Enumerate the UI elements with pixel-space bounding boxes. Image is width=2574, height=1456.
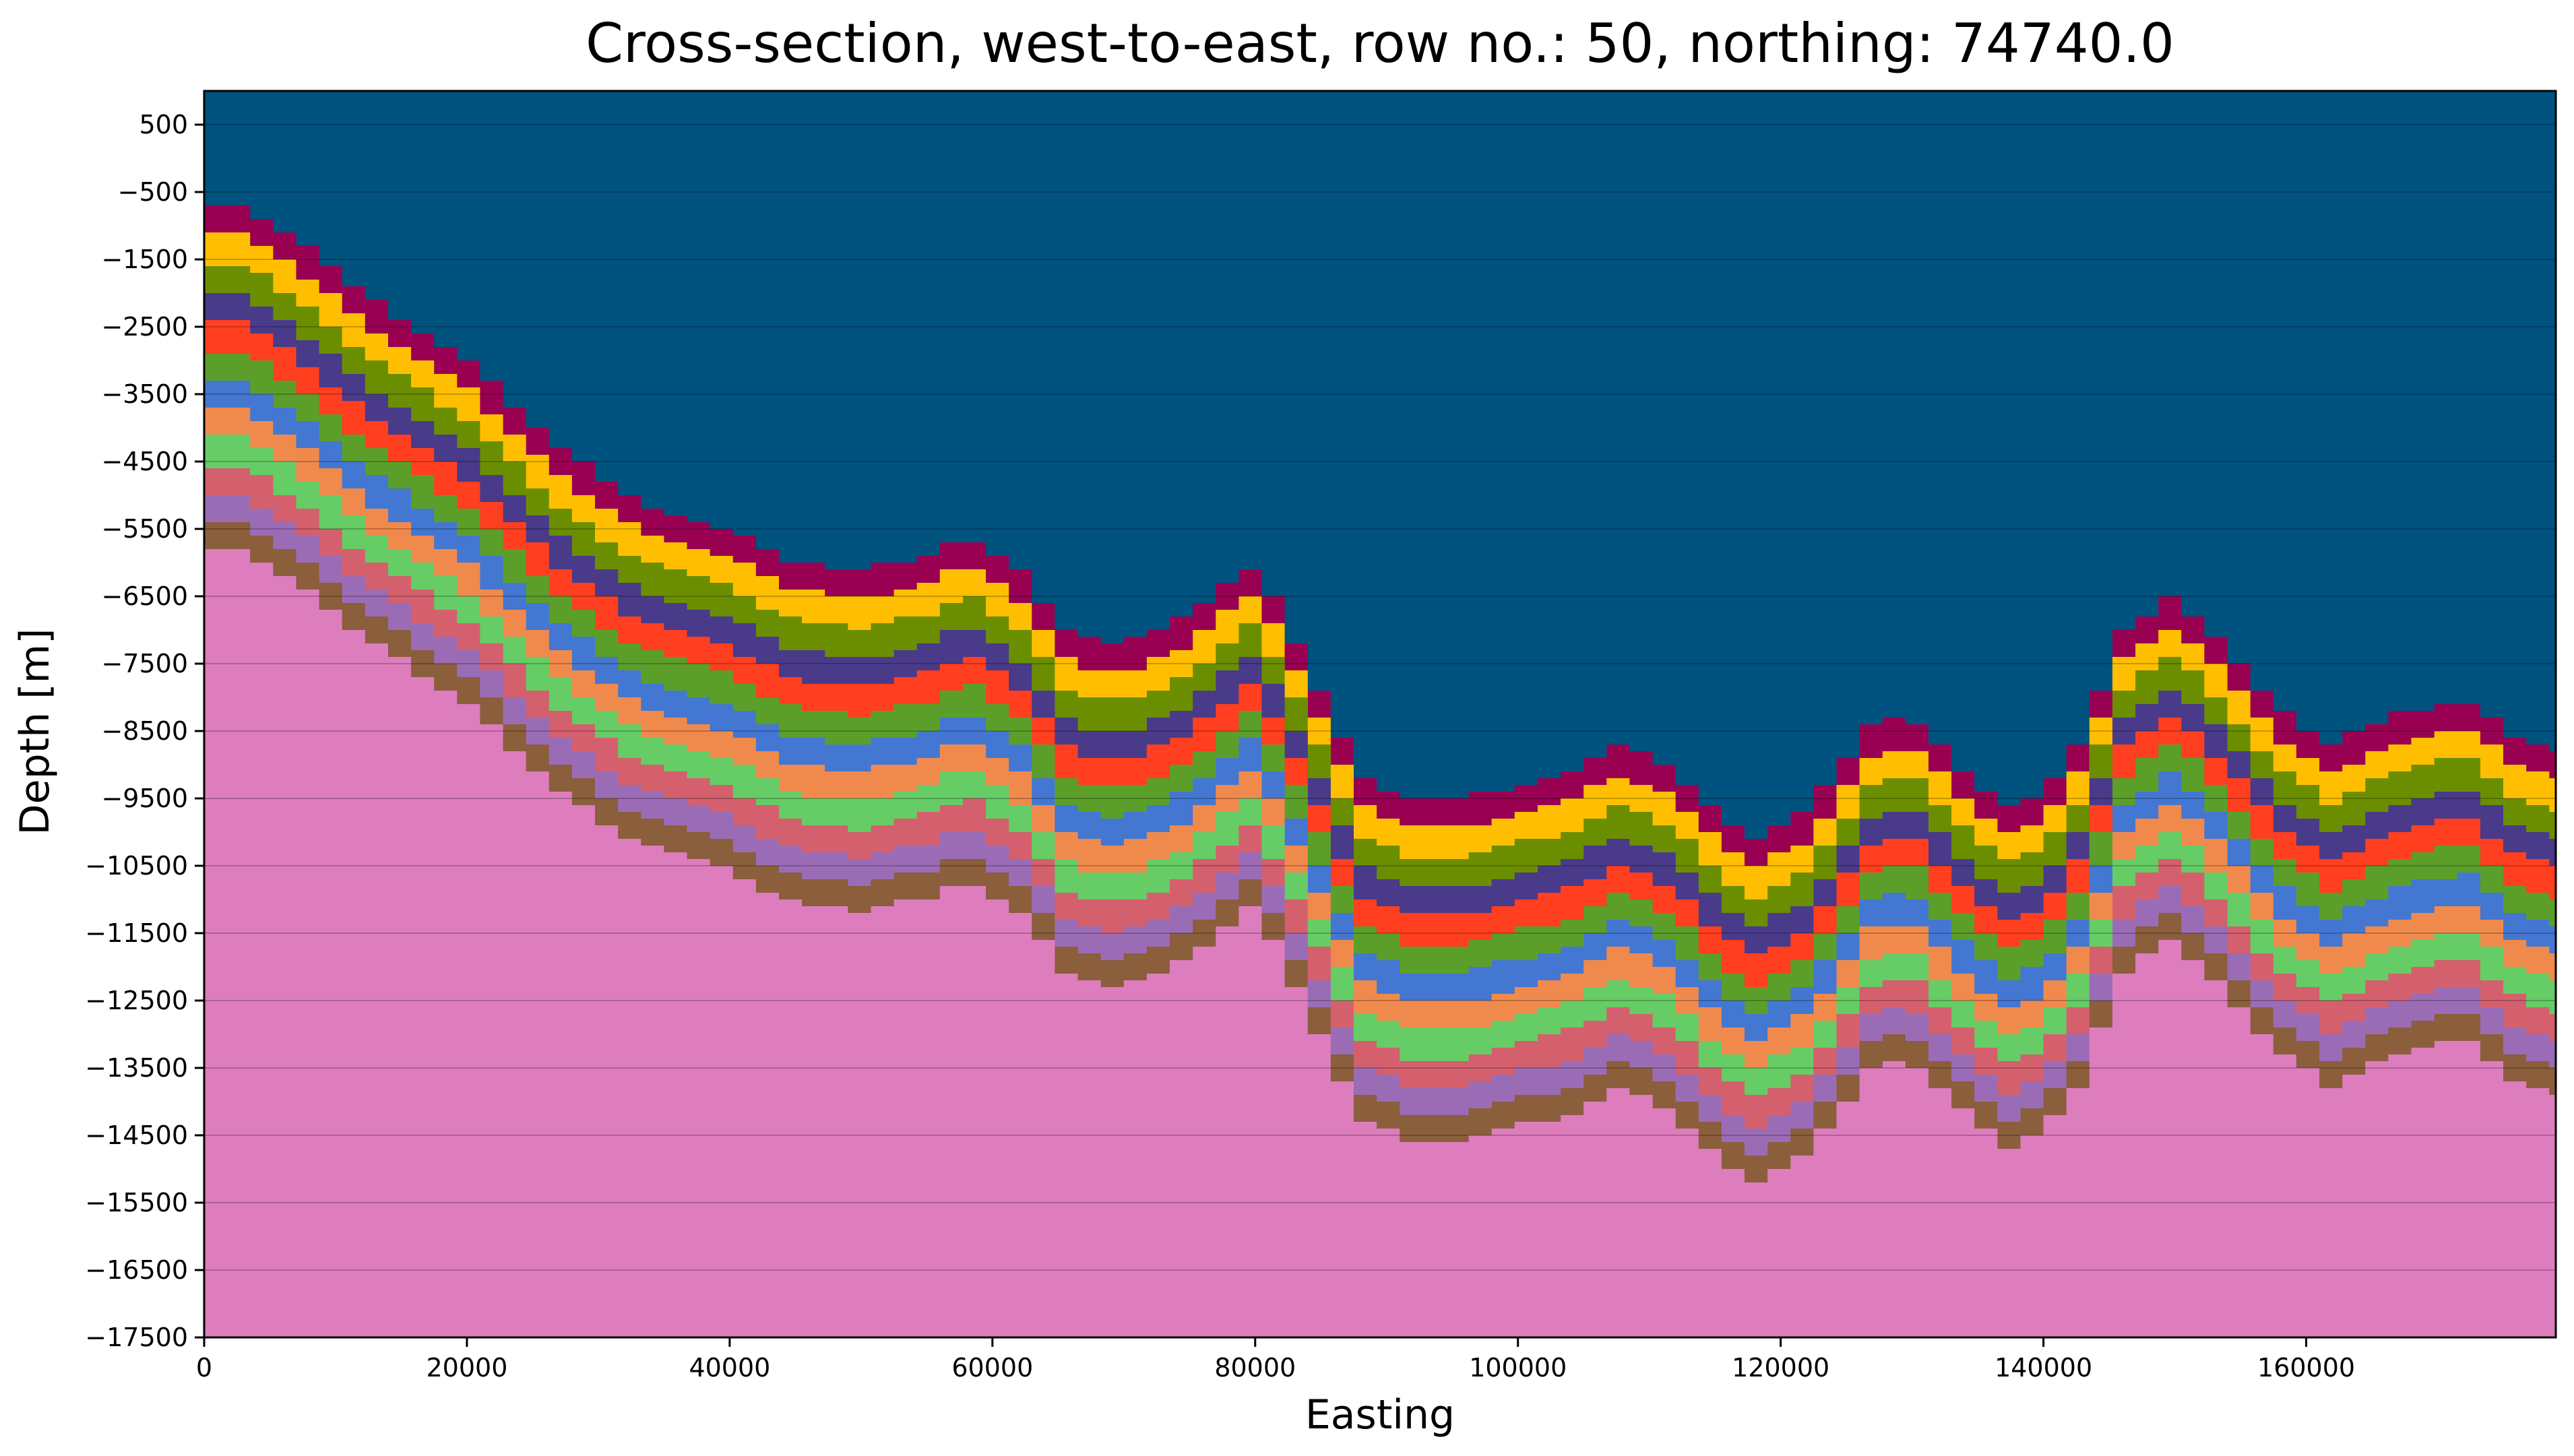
y-tick-label: −9500 <box>101 784 188 813</box>
plot-frame <box>203 90 2557 1339</box>
y-tick-label: −500 <box>118 177 188 207</box>
y-tick-label: −11500 <box>85 918 188 948</box>
y-tick-label: −5500 <box>101 514 188 544</box>
x-tick-label: 100000 <box>1469 1353 1567 1383</box>
x-tick-label: 20000 <box>426 1353 507 1383</box>
y-tick-label: −4500 <box>101 447 188 476</box>
y-tick-label: −7500 <box>101 649 188 678</box>
x-tick-label: 160000 <box>2257 1353 2355 1383</box>
plot-area <box>204 91 2556 1337</box>
y-tick-label: −2500 <box>101 312 188 342</box>
y-axis-label: Depth [m] <box>11 628 59 835</box>
x-axis-label: Easting <box>1305 1391 1455 1438</box>
y-tick-label: −10500 <box>85 851 188 881</box>
x-tick-label: 0 <box>196 1353 212 1383</box>
x-tick-label: 120000 <box>1732 1353 1829 1383</box>
y-tick-label: −17500 <box>85 1323 188 1352</box>
y-tick-label: −13500 <box>85 1053 188 1083</box>
chart-title: Cross-section, west-to-east, row no.: 50… <box>586 12 2174 75</box>
layer-stack <box>204 91 2556 1337</box>
x-axis: 0 20000 40000 60000 80000 100000 120000 140000 1… <box>196 1337 2355 1383</box>
x-tick-label: 140000 <box>1995 1353 2092 1383</box>
y-tick-label: −16500 <box>85 1255 188 1285</box>
y-tick-label: −3500 <box>101 379 188 409</box>
y-tick-label: −12500 <box>85 986 188 1015</box>
y-tick-label: −15500 <box>85 1188 188 1217</box>
y-tick-label: 500 <box>139 110 188 139</box>
y-axis: 500 −500 −1500 −2500 −3500 −4500 −5500 −6500 −75… <box>85 110 204 1352</box>
y-tick-label: −1500 <box>101 245 188 274</box>
x-tick-label: 40000 <box>689 1353 770 1383</box>
y-tick-label: −8500 <box>101 716 188 746</box>
y-tick-label: −6500 <box>101 581 188 611</box>
x-tick-label: 80000 <box>1214 1353 1296 1383</box>
basement-layer <box>204 549 2556 1337</box>
y-tick-label: −14500 <box>85 1120 188 1150</box>
x-tick-label: 60000 <box>951 1353 1033 1383</box>
